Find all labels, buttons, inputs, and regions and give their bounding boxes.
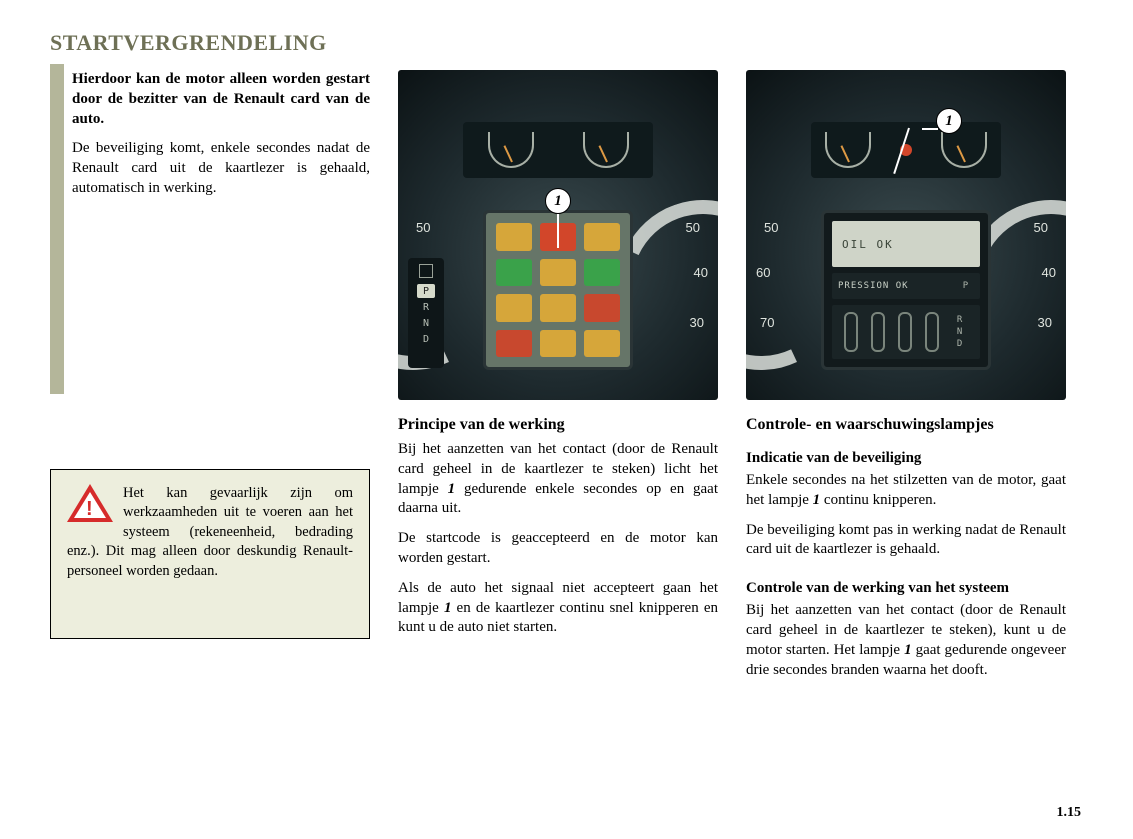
pressure-ok-display: PRESSION OK P <box>832 273 980 299</box>
callout-1-right: 1 <box>936 108 962 134</box>
temp-gauge-icon <box>941 132 987 168</box>
indication-subheading: Indicatie van de beveiliging <box>746 450 1066 467</box>
warning-lamp-icon <box>496 294 532 322</box>
principle-p3: Als de auto het signaal niet accepteert … <box>398 579 718 638</box>
lamp-ref-1: 1 <box>904 642 912 658</box>
pressure-text: PRESSION OK <box>838 281 909 291</box>
warning-box: ! Het kan gevaarlijk zijn om werkzaamhed… <box>50 469 370 639</box>
warning-lamp-icon <box>496 330 532 358</box>
warning-lamp-icon <box>584 294 620 322</box>
gear-p: P <box>417 284 435 298</box>
left-lead-paragraph: Hierdoor kan de motor alleen worden gest… <box>72 70 370 129</box>
warning-lamp-icon <box>496 259 532 287</box>
warning-lamp-icon <box>540 294 576 322</box>
info-display-panel: OIL OK PRESSION OK P R N D <box>821 210 991 370</box>
control-heading: Controle- en waarschuwings­lampjes <box>746 416 1066 434</box>
tick-label: 30 <box>690 315 704 330</box>
gear-r: R <box>417 300 435 314</box>
dashboard-image-control: 50 60 70 50 40 30 OIL OK PRESSION OK P <box>746 70 1066 400</box>
gear-indicator: P R N D <box>408 258 444 368</box>
gear-n: N <box>957 327 962 337</box>
callout-bubble: 1 <box>936 108 962 134</box>
fuel-gauge-icon <box>488 132 534 168</box>
page-title: STARTVERGRENDELING <box>50 30 1083 56</box>
fuel-gauge-icon <box>825 132 871 168</box>
tick-label: 30 <box>1038 315 1052 330</box>
principle-p1: Bij het aanzetten van het contact (door … <box>398 440 718 519</box>
warning-triangle-icon: ! <box>67 484 113 524</box>
principle-p2: De startcode is geaccepteerd en de motor… <box>398 529 718 569</box>
callout-1-mid: 1 <box>545 188 571 214</box>
principle-heading: Principe van de werking <box>398 416 718 434</box>
tick-label: 50 <box>416 220 430 235</box>
gear-column: R N D <box>952 315 968 349</box>
warning-lamp-icon <box>584 259 620 287</box>
tick-label: 50 <box>1034 220 1048 235</box>
middle-column: 50 60 70 50 40 30 P R N D 1 <box>398 70 718 690</box>
page-number: 1.15 <box>1057 805 1082 821</box>
tick-label: 40 <box>1042 265 1056 280</box>
warning-lamp-icon <box>584 330 620 358</box>
warning-lamp-icon <box>540 259 576 287</box>
gear-d: D <box>417 332 435 346</box>
gear-n: N <box>417 316 435 330</box>
oil-ok-display: OIL OK <box>832 221 980 267</box>
callout-bubble: 1 <box>545 188 571 214</box>
gear-column: P <box>958 281 974 291</box>
left-column: Hierdoor kan de motor alleen worden gest… <box>50 70 370 690</box>
gear-d: D <box>957 339 962 349</box>
tick-label: 60 <box>756 265 770 280</box>
warning-lamp-icon <box>540 330 576 358</box>
left-body-paragraph: De beveiliging komt, enkele secondes nad… <box>72 139 370 198</box>
right-column: 50 60 70 50 40 30 OIL OK PRESSION OK P <box>746 70 1066 690</box>
top-gauge-cluster <box>463 122 653 178</box>
tick-label: 40 <box>694 265 708 280</box>
gear-p: P <box>963 281 969 291</box>
content-columns: Hierdoor kan de motor alleen worden gest… <box>50 70 1083 690</box>
system-check-subheading: Controle van de werking van het systeem <box>746 580 1066 597</box>
dashboard-image-principle: 50 60 70 50 40 30 P R N D 1 <box>398 70 718 400</box>
tick-label: 50 <box>686 220 700 235</box>
gear-r: R <box>957 315 962 325</box>
text-fragment: continu knipperen. <box>820 492 936 508</box>
control-p2: De beveiliging komt pas in werking nadat… <box>746 521 1066 561</box>
tick-label: 50 <box>764 220 778 235</box>
left-accent-bar <box>50 64 64 394</box>
auto-mode-icon <box>419 264 433 278</box>
left-text-block: Hierdoor kan de motor alleen worden gest… <box>50 70 370 209</box>
control-p3: Bij het aanzetten van het contact (door … <box>746 601 1066 680</box>
tick-label: 70 <box>760 315 774 330</box>
temp-gauge-icon <box>583 132 629 168</box>
control-p1: Enkele secondes na het stilzetten van de… <box>746 471 1066 511</box>
tyre-pressure-bars: R N D <box>832 305 980 359</box>
warning-lamp-icon <box>584 223 620 251</box>
warning-lamp-icon <box>496 223 532 251</box>
